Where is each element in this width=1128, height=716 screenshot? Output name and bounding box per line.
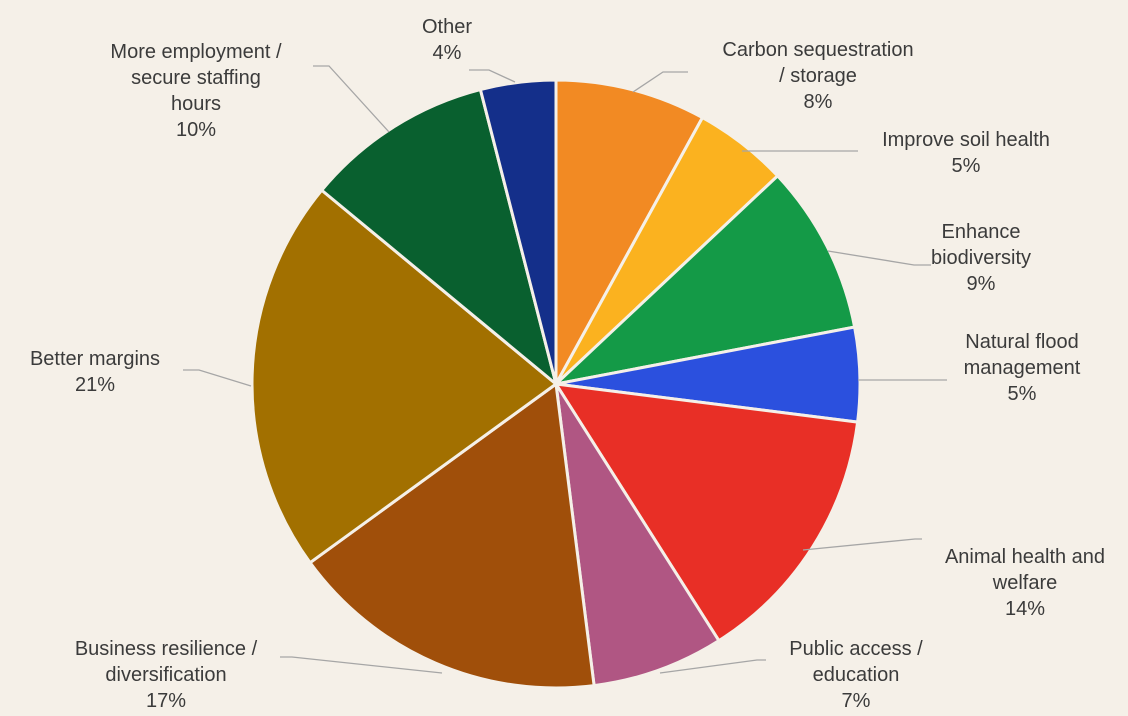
data-label-category: Other [422, 16, 472, 38]
pie-slice-other [478, 78, 558, 385]
pie-slice-better-margins [250, 188, 559, 565]
data-label-category: Natural flood [965, 331, 1078, 353]
leader-line-more-employment-secure-staffing-hours [313, 65, 390, 133]
data-label-other: Other 4% [422, 16, 472, 64]
data-label-percent: 14% [1005, 598, 1045, 620]
pie-slice-business-resilience-diversification [307, 381, 596, 690]
data-label-percent: 10% [176, 119, 216, 141]
data-label-category: hours [171, 93, 221, 115]
data-label-category: diversification [105, 664, 226, 686]
data-label-category: biodiversity [931, 247, 1031, 269]
data-label-category: Enhance [942, 221, 1021, 243]
data-label-public-access-education: Public access / education 7% [789, 638, 923, 712]
data-label-percent: 4% [433, 42, 462, 64]
pie-slice-enhance-biodiversity [551, 173, 857, 387]
data-label-improve-soil-health: Improve soil health 5% [882, 129, 1050, 177]
data-label-percent: 8% [804, 91, 833, 113]
data-label-percent: 7% [842, 690, 871, 712]
data-label-category: secure staffing [131, 67, 261, 89]
pie-slice-carbon-sequestration-storage [554, 78, 705, 385]
data-label-percent: 21% [75, 374, 115, 396]
data-label-category: Carbon sequestration [722, 39, 913, 61]
data-label-category: Improve soil health [882, 129, 1050, 151]
data-label-category: Public access / [789, 638, 923, 660]
data-label-better-margins: Better margins 21% [30, 348, 160, 396]
data-label-natural-flood-management: Natural flood management 5% [964, 331, 1081, 405]
leader-line-business-resilience-diversification [280, 656, 443, 674]
pie-slice-public-access-education [554, 383, 721, 688]
pie-slice-animal-health-and-welfare [553, 382, 860, 643]
leader-line-animal-health-and-welfare [802, 538, 922, 551]
data-label-category: Business resilience / [75, 638, 258, 660]
data-label-category: Better margins [30, 348, 160, 370]
data-label-category: management [964, 357, 1081, 379]
leader-line-carbon-sequestration-storage [632, 71, 688, 93]
pie-slice-more-employment-secure-staffing-hours [319, 87, 559, 389]
leader-line-better-margins [183, 369, 252, 387]
data-label-percent: 9% [967, 273, 996, 295]
leader-line-other [469, 69, 516, 83]
data-label-business-resilience-diversification: Business resilience / diversification 17% [75, 638, 258, 712]
leader-line-enhance-biodiversity [827, 250, 931, 266]
leader-line-public-access-education [659, 659, 766, 674]
data-label-enhance-biodiversity: Enhance biodiversity 9% [931, 221, 1031, 295]
data-label-percent: 5% [1008, 383, 1037, 405]
data-label-category: welfare [992, 572, 1057, 594]
data-label-percent: 17% [146, 690, 186, 712]
data-label-category: Animal health and [945, 546, 1105, 568]
data-label-more-employment-secure-staffing-hours: More employment / secure staffing hours 10% [110, 41, 282, 141]
data-label-category: More employment / [110, 41, 282, 63]
data-label-category: education [813, 664, 900, 686]
data-label-percent: 5% [952, 155, 981, 177]
data-label-category: / storage [779, 65, 857, 87]
data-label-animal-health-and-welfare: Animal health and welfare 14% [945, 546, 1105, 620]
data-label-carbon-sequestration-storage: Carbon sequestration / storage 8% [722, 39, 913, 113]
